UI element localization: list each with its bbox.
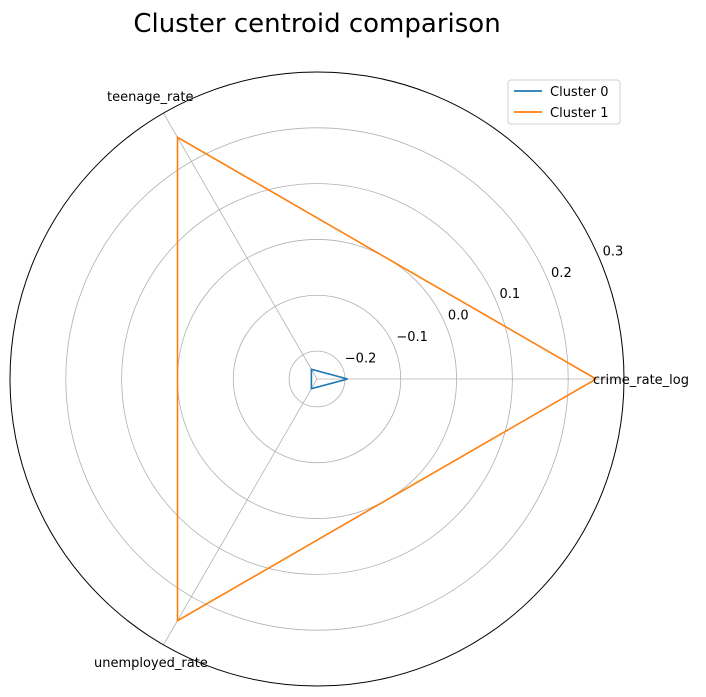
radial-tick-label: 0.2 [551, 266, 572, 281]
outer-frame [9, 71, 625, 687]
legend: Cluster 0 Cluster 1 [507, 79, 621, 125]
radial-tick-label: 0.3 [603, 245, 624, 260]
axis-label-unemployed_rate: unemployed_rate [94, 656, 208, 671]
series-layer [176, 135, 597, 623]
spoke-unemployed_rate [163, 378, 318, 646]
radial-tick-label: 0.1 [499, 287, 520, 302]
radial-tick-label: 0.0 [448, 309, 469, 324]
legend-label-cluster-1: Cluster 1 [550, 106, 609, 121]
spoke-teenage_rate [163, 112, 318, 380]
axis-label-teenage_rate: teenage_rate [107, 90, 193, 105]
series-line-cluster-1 [176, 135, 597, 623]
radial-tick-label: −0.2 [345, 351, 377, 366]
radial-tick-label: −0.1 [396, 330, 428, 345]
legend-label-cluster-0: Cluster 0 [550, 85, 609, 100]
axis-label-crime_rate_log: crime_rate_log [593, 373, 689, 388]
grid-layer [9, 71, 625, 687]
series-line-cluster-0 [310, 368, 348, 390]
chart-title: Cluster centroid comparison [133, 9, 500, 39]
label-layer: −0.2 −0.1 0.0 0.1 0.2 0.3 crime_rate_log teenag… [94, 90, 689, 671]
